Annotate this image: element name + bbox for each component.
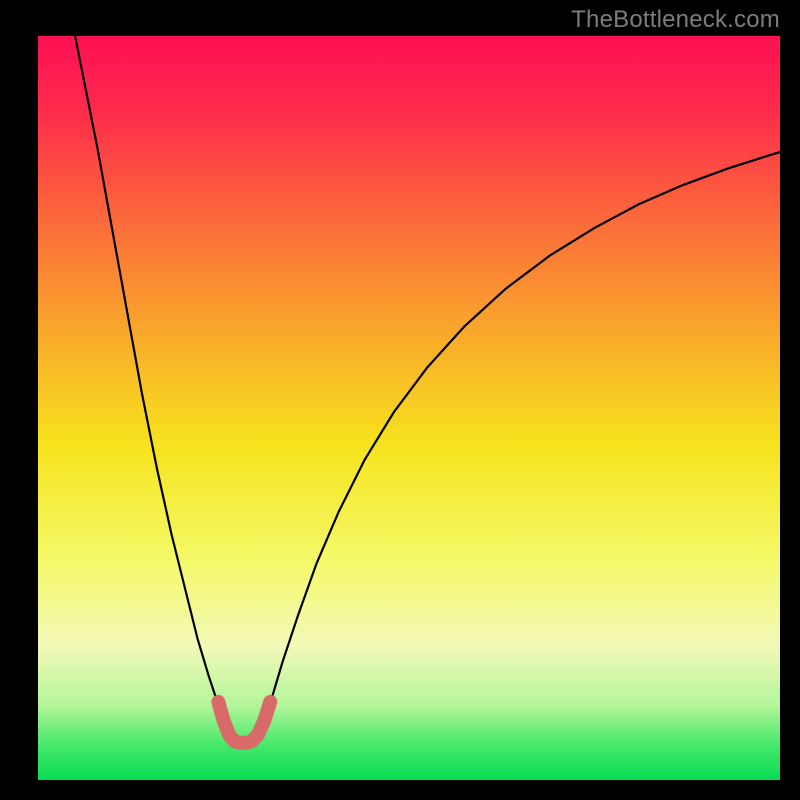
chart-plot-area bbox=[38, 36, 780, 780]
chart-svg bbox=[38, 36, 780, 780]
watermark-text: TheBottleneck.com bbox=[571, 6, 780, 34]
chart-background bbox=[38, 36, 780, 780]
